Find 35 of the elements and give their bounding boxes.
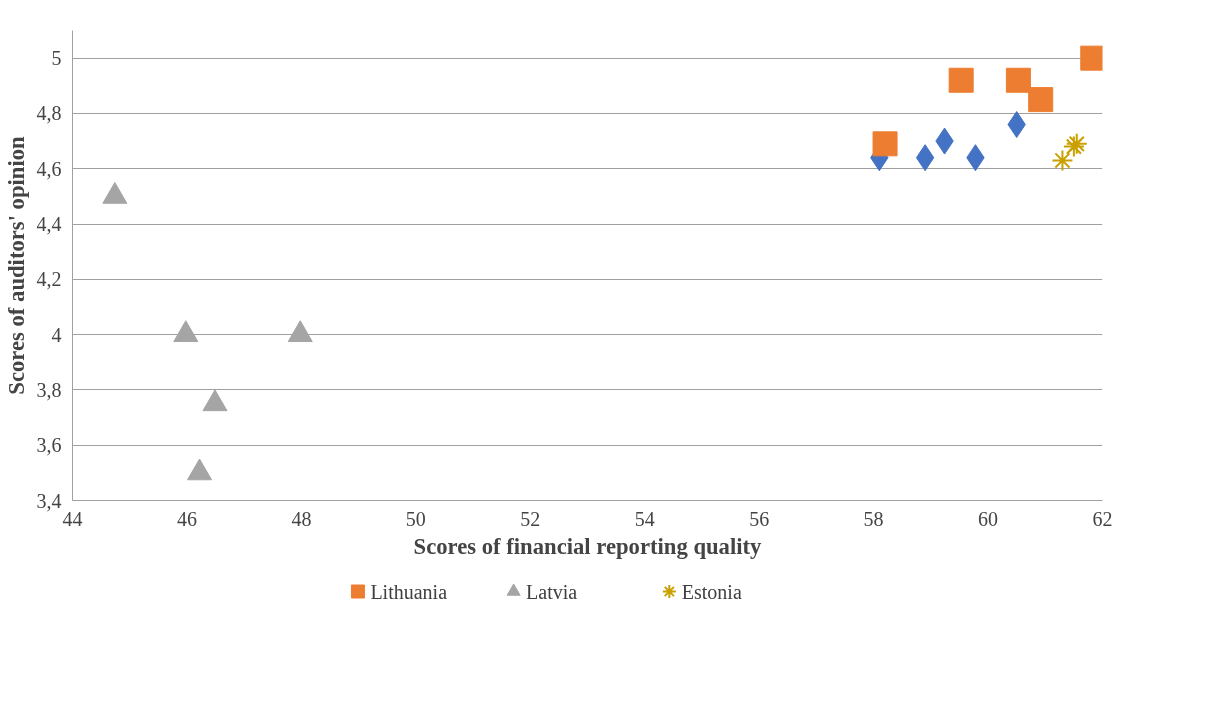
legend-label: Lithuania <box>370 580 448 603</box>
legend-label: Estonia <box>681 580 742 603</box>
x-tick-label: 58 <box>863 507 884 530</box>
y-axis-title: Scores of auditors' opinion <box>3 135 29 395</box>
x-tick-label: 52 <box>520 507 541 530</box>
point <box>187 458 213 481</box>
point <box>872 131 898 157</box>
point <box>948 67 974 93</box>
y-tick-label: 3,8 <box>36 378 62 401</box>
x-axis-title: Scores of financial reporting quality <box>413 533 763 559</box>
x-tick-label: 48 <box>291 507 312 530</box>
y-tick-label: 4,2 <box>36 268 62 291</box>
x-tick-label: 56 <box>749 507 770 530</box>
x-tick-label: 46 <box>176 507 197 530</box>
x-tick-label: 54 <box>634 507 655 530</box>
point <box>287 320 313 343</box>
y-tick-label: 5 <box>51 47 62 70</box>
point <box>915 144 935 172</box>
legend-label: Latvia <box>526 580 578 603</box>
x-tick-label: 62 <box>1092 507 1113 530</box>
y-tick-label: 3,4 <box>36 489 62 512</box>
y-tick-label: 4,6 <box>36 157 62 180</box>
point <box>1051 149 1074 172</box>
y-tick-label: 4 <box>51 323 62 346</box>
point <box>1028 87 1054 113</box>
x-tick-label: 44 <box>62 507 83 530</box>
point <box>1005 67 1031 93</box>
point <box>173 320 199 343</box>
x-tick-label: 60 <box>978 507 999 530</box>
y-tick-label: 4,4 <box>36 213 62 236</box>
y-tick-label: 4,8 <box>36 102 62 125</box>
x-tick-label: 50 <box>405 507 426 530</box>
y-tick-label: 3,6 <box>36 434 62 457</box>
point <box>202 389 228 412</box>
point <box>1007 111 1026 138</box>
